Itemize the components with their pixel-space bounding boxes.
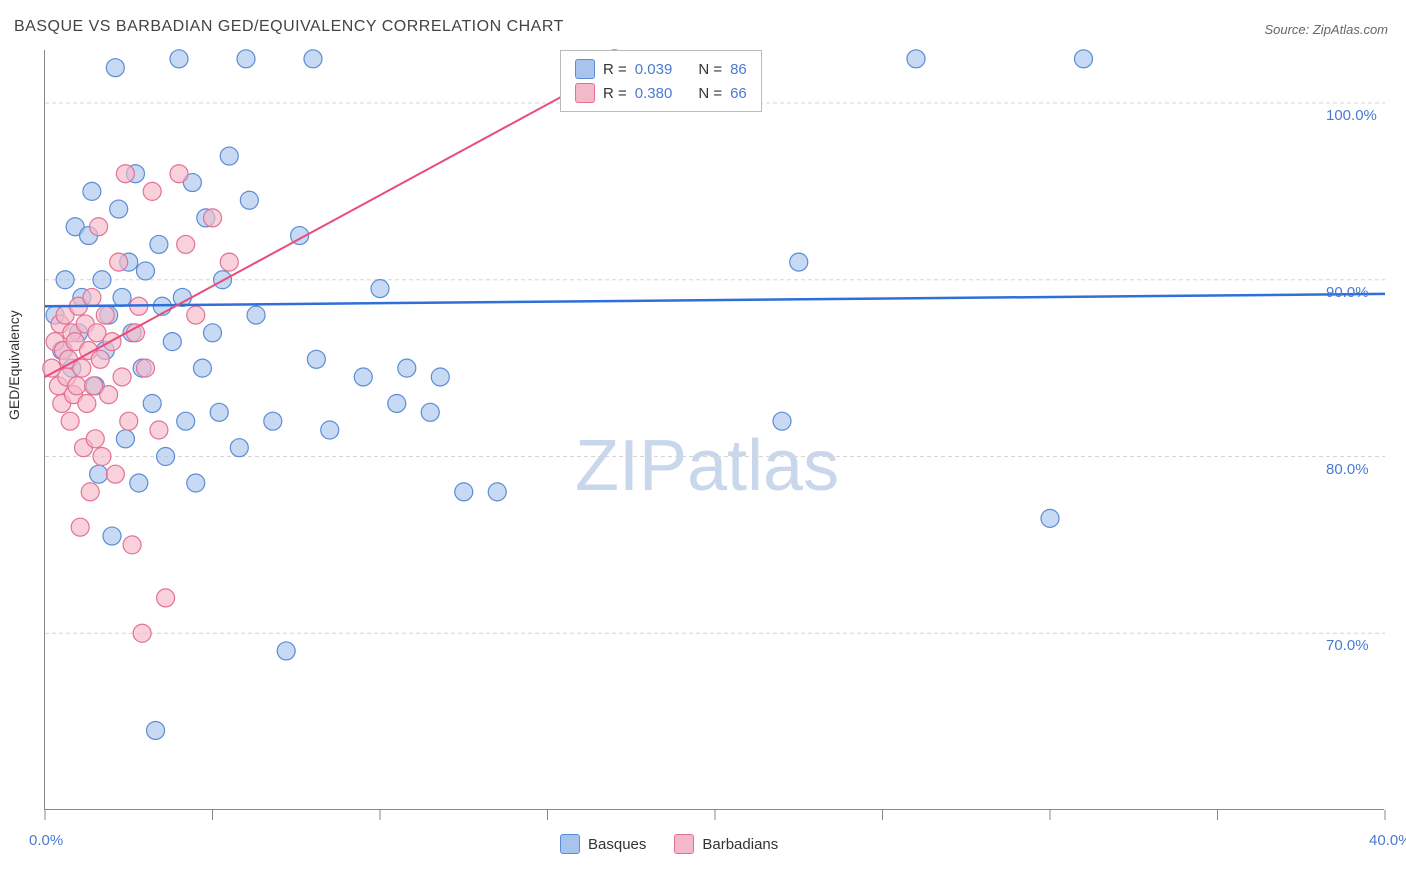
legend-r-label: R = bbox=[603, 85, 627, 102]
legend-corr-row: R = 0.380 N = 66 bbox=[575, 81, 747, 105]
legend-n-label: N = bbox=[698, 85, 722, 102]
source-label: Source: ZipAtlas.com bbox=[1264, 22, 1388, 37]
legend-swatch-icon bbox=[575, 83, 595, 103]
bottom-legend-label: Basques bbox=[588, 836, 646, 853]
legend-n-label: N = bbox=[698, 61, 722, 78]
plot-svg bbox=[45, 50, 1384, 809]
legend-n-value: 66 bbox=[730, 85, 747, 102]
legend-r-value: 0.380 bbox=[635, 85, 673, 102]
legend-swatch-icon bbox=[560, 834, 580, 854]
x-tick-label: 0.0% bbox=[29, 832, 63, 849]
plot-area: ZIPatlas bbox=[44, 50, 1384, 810]
correlation-legend: R = 0.039 N = 86 R = 0.380 N = 66 bbox=[560, 50, 762, 112]
legend-r-label: R = bbox=[603, 61, 627, 78]
y-tick-label: 90.0% bbox=[1326, 284, 1369, 301]
x-tick-label: 40.0% bbox=[1369, 832, 1406, 849]
y-tick-label: 80.0% bbox=[1326, 461, 1369, 478]
y-axis-label: GED/Equivalency bbox=[6, 310, 22, 420]
bottom-legend: Basques Barbadians bbox=[560, 834, 778, 854]
y-tick-label: 70.0% bbox=[1326, 637, 1369, 654]
legend-swatch-icon bbox=[575, 59, 595, 79]
legend-swatch-icon bbox=[674, 834, 694, 854]
legend-n-value: 86 bbox=[730, 61, 747, 78]
bottom-legend-item: Barbadians bbox=[674, 834, 778, 854]
legend-corr-row: R = 0.039 N = 86 bbox=[575, 57, 747, 81]
chart-title: BASQUE VS BARBADIAN GED/EQUIVALENCY CORR… bbox=[14, 18, 564, 36]
bottom-legend-item: Basques bbox=[560, 834, 646, 854]
legend-r-value: 0.039 bbox=[635, 61, 673, 78]
bottom-legend-label: Barbadians bbox=[702, 836, 778, 853]
y-tick-label: 100.0% bbox=[1326, 107, 1377, 124]
